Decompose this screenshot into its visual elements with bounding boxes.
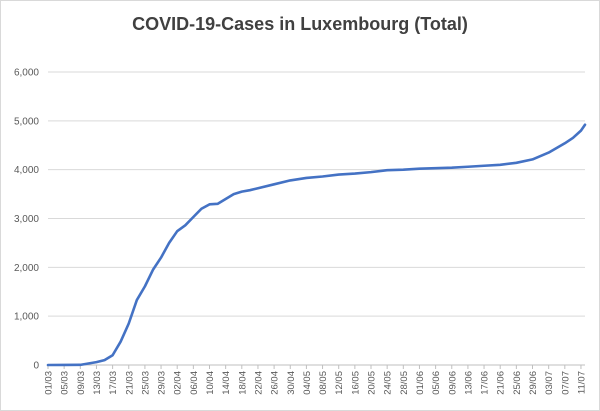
x-tick-label: 01/06	[415, 371, 426, 395]
x-axis: 01/03 05/03 09/03 13/03 17/03 21/03 25/03 29/03…	[44, 364, 587, 395]
x-tick-label: 08/05	[318, 371, 329, 395]
y-axis: 0 1,000 2,000 3,000 4,000 5,000 6,000	[14, 68, 39, 372]
y-tick-label: 0	[33, 361, 39, 372]
x-tick-label: 13/06	[463, 371, 474, 395]
x-tick-label: 16/05	[350, 371, 361, 395]
series-layer	[46, 123, 587, 367]
y-tick-label: 3,000	[14, 214, 39, 225]
x-tick-label: 30/04	[286, 371, 297, 395]
x-tick-label: 13/03	[92, 371, 103, 395]
y-tick-label: 4,000	[14, 165, 39, 176]
x-tick-label: 24/05	[383, 371, 394, 395]
x-tick-label: 25/06	[512, 371, 523, 395]
x-tick-label: 28/05	[399, 371, 410, 395]
x-tick-label: 12/05	[334, 371, 345, 395]
x-tick-label: 09/06	[447, 371, 458, 395]
x-tick-label: 01/03	[44, 371, 55, 395]
x-tick-label: 20/05	[367, 371, 378, 395]
x-tick-label: 25/03	[140, 371, 151, 395]
x-tick-label: 11/07	[576, 371, 587, 394]
x-tick-label: 03/07	[544, 371, 555, 395]
x-tick-label: 18/04	[237, 371, 248, 395]
x-tick-label: 29/03	[157, 371, 168, 395]
y-tick-label: 1,000	[14, 312, 39, 323]
x-tick-label: 21/03	[124, 371, 135, 395]
x-tick-label: 07/07	[560, 371, 571, 395]
x-tick-label: 22/04	[253, 371, 264, 395]
x-tick-label: 05/03	[60, 371, 71, 395]
series-line	[46, 123, 587, 367]
y-tick-label: 6,000	[14, 68, 39, 79]
x-tick-label: 04/05	[302, 371, 313, 395]
y-tick-label: 5,000	[14, 116, 39, 127]
x-tick-label: 05/06	[431, 371, 442, 395]
x-tick-label: 14/04	[221, 371, 232, 395]
chart-title: COVID-19-Cases in Luxembourg (Total)	[132, 14, 468, 34]
x-tick-label: 26/04	[270, 371, 281, 395]
x-tick-label: 10/04	[205, 371, 216, 395]
x-tick-label: 09/03	[76, 371, 87, 395]
x-tick-label: 29/06	[528, 371, 539, 395]
x-tick-label: 21/06	[496, 371, 507, 395]
x-tick-label: 17/06	[480, 371, 491, 395]
x-tick-label: 17/03	[108, 371, 119, 395]
gridlines	[48, 71, 585, 317]
x-tick-label: 02/04	[173, 371, 184, 395]
y-tick-label: 2,000	[14, 263, 39, 274]
x-tick-label: 06/04	[189, 371, 200, 395]
